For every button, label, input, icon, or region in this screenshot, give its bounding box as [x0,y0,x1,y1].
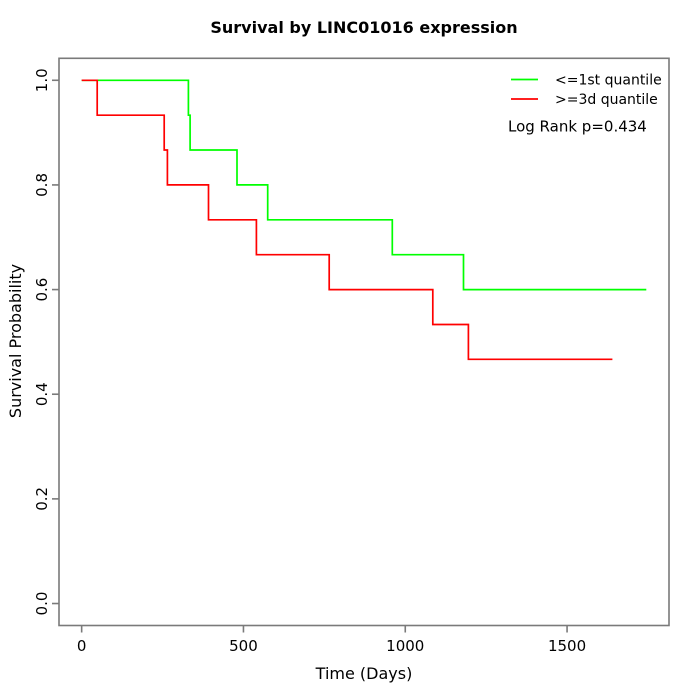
x-tick-label: 1500 [548,637,586,655]
axes-layer: 0 500 1000 1500 0.0 0.2 0.4 0.6 0.8 1.0 [33,57,670,655]
y-tick-label: 0.6 [33,278,51,302]
y-tick-label: 0.2 [33,487,51,511]
legend-label-high-expression: >=3d quantile [555,92,658,108]
km-curve-1 [81,79,613,361]
y-tick-label: 0.0 [33,592,51,616]
y-axis-title: Survival Probability [6,264,25,418]
legend: <=1st quantile >=3d quantile Log Rank p=… [508,73,662,136]
km-curves [81,79,647,361]
y-tick-label: 0.8 [33,173,51,197]
x-tick-label: 0 [77,637,87,655]
y-tick-label: 0.4 [33,382,51,406]
x-tick-label: 1000 [386,637,424,655]
legend-label-low-expression: <=1st quantile [555,73,662,89]
log-rank-annotation: Log Rank p=0.434 [508,118,647,136]
y-tick-label: 1.0 [33,68,51,92]
x-axis-title: Time (Days) [315,664,413,683]
km-curve-0 [81,79,647,291]
chart-title: Survival by LINC01016 expression [210,18,517,37]
plot-border [58,57,670,627]
x-tick-label: 500 [229,637,258,655]
